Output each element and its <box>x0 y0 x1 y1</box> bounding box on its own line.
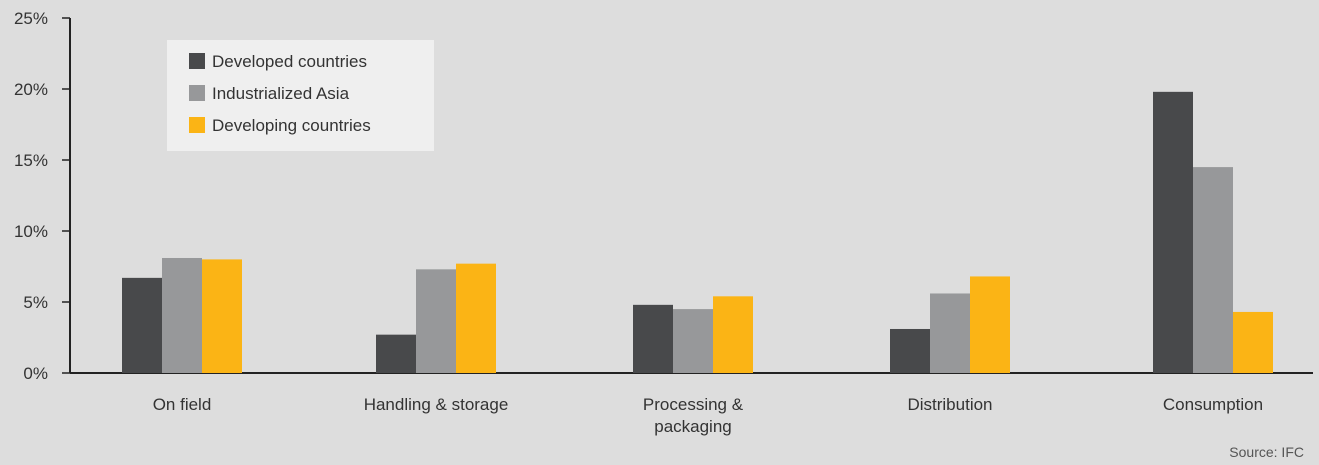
y-tick-label: 25% <box>14 9 48 28</box>
y-ticks: 0% 5% 10% 15% 20% 25% <box>14 9 70 383</box>
y-tick-label: 15% <box>14 151 48 170</box>
legend: Developed countries Industrialized Asia De… <box>167 40 434 151</box>
bar-developing-countries-4 <box>1233 311 1273 373</box>
bars <box>122 91 1273 373</box>
bar-industrialized-asia-2 <box>673 309 713 373</box>
bar-developed-countries-1 <box>376 334 416 373</box>
bar-industrialized-asia-1 <box>416 269 456 373</box>
x-category-label: Consumption <box>1163 395 1263 414</box>
bar-developed-countries-0 <box>122 277 162 373</box>
x-category-label: Processing & packaging <box>643 395 744 436</box>
bar-industrialized-asia-3 <box>930 293 970 373</box>
legend-swatch <box>189 85 205 101</box>
bar-industrialized-asia-0 <box>162 257 202 373</box>
bar-developing-countries-1 <box>456 263 496 373</box>
x-category-label: On field <box>153 395 212 414</box>
y-tick-label: 10% <box>14 222 48 241</box>
bar-developing-countries-2 <box>713 296 753 373</box>
legend-box <box>167 40 434 151</box>
x-category-label: Handling & storage <box>364 395 509 414</box>
source-note: Source: IFC <box>1229 444 1304 460</box>
legend-label: Developing countries <box>212 116 371 135</box>
x-category-label: Distribution <box>907 395 992 414</box>
x-category-labels: On field Handling & storage Processing & pa… <box>153 395 1263 436</box>
legend-label: Developed countries <box>212 52 367 71</box>
bar-developed-countries-3 <box>890 328 930 373</box>
y-tick-label: 0% <box>23 364 48 383</box>
legend-label: Industrialized Asia <box>212 84 350 103</box>
legend-swatch <box>189 53 205 69</box>
bar-developed-countries-4 <box>1153 91 1193 373</box>
bar-developed-countries-2 <box>633 304 673 373</box>
y-tick-label: 5% <box>23 293 48 312</box>
bar-developing-countries-3 <box>970 276 1010 373</box>
bar-industrialized-asia-4 <box>1193 167 1233 373</box>
bar-developing-countries-0 <box>202 259 242 373</box>
legend-swatch <box>189 117 205 133</box>
y-tick-label: 20% <box>14 80 48 99</box>
